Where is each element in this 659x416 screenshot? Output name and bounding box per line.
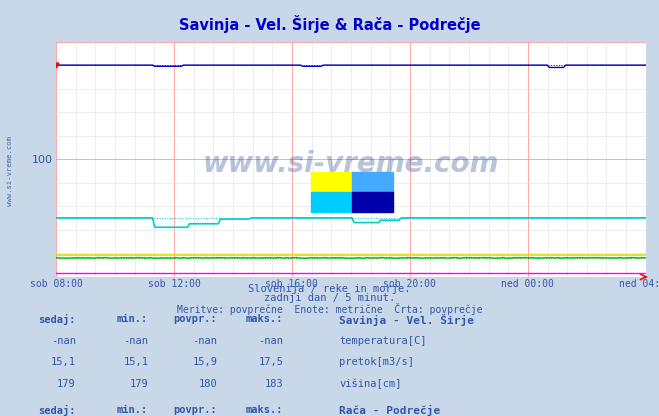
Text: Savinja - Vel. Širje: Savinja - Vel. Širje xyxy=(339,314,474,326)
Text: maks.:: maks.: xyxy=(246,314,283,324)
Text: sedaj:: sedaj: xyxy=(38,314,76,325)
Text: -nan: -nan xyxy=(123,336,148,346)
Text: zadnji dan / 5 minut.: zadnji dan / 5 minut. xyxy=(264,293,395,303)
Text: min.:: min.: xyxy=(117,314,148,324)
Text: Rača - Podrečje: Rača - Podrečje xyxy=(339,405,441,416)
Text: 179: 179 xyxy=(57,379,76,389)
Text: sedaj:: sedaj: xyxy=(38,405,76,416)
Text: -nan: -nan xyxy=(192,336,217,346)
Bar xyxy=(352,172,393,192)
Text: 183: 183 xyxy=(265,379,283,389)
Text: 17,5: 17,5 xyxy=(258,357,283,367)
Text: temperatura[C]: temperatura[C] xyxy=(339,336,427,346)
Text: 15,9: 15,9 xyxy=(192,357,217,367)
Text: maks.:: maks.: xyxy=(246,405,283,415)
Text: 15,1: 15,1 xyxy=(123,357,148,367)
Text: min.:: min.: xyxy=(117,405,148,415)
Bar xyxy=(311,172,352,192)
Text: 180: 180 xyxy=(199,379,217,389)
Text: povpr.:: povpr.: xyxy=(174,314,217,324)
Bar xyxy=(311,192,352,212)
Text: 179: 179 xyxy=(130,379,148,389)
Text: www.si-vreme.com: www.si-vreme.com xyxy=(203,150,499,178)
Text: -nan: -nan xyxy=(51,336,76,346)
Text: pretok[m3/s]: pretok[m3/s] xyxy=(339,357,415,367)
Text: povpr.:: povpr.: xyxy=(174,405,217,415)
Text: -nan: -nan xyxy=(258,336,283,346)
Text: www.si-vreme.com: www.si-vreme.com xyxy=(7,136,13,206)
Text: Slovenija / reke in morje.: Slovenija / reke in morje. xyxy=(248,284,411,294)
Text: Meritve: povprečne  Enote: metrične  Črta: povprečje: Meritve: povprečne Enote: metrične Črta:… xyxy=(177,303,482,315)
Bar xyxy=(352,192,393,212)
Text: 15,1: 15,1 xyxy=(51,357,76,367)
Text: Savinja - Vel. Širje & Rača - Podrečje: Savinja - Vel. Širje & Rača - Podrečje xyxy=(179,15,480,32)
Text: višina[cm]: višina[cm] xyxy=(339,379,402,389)
